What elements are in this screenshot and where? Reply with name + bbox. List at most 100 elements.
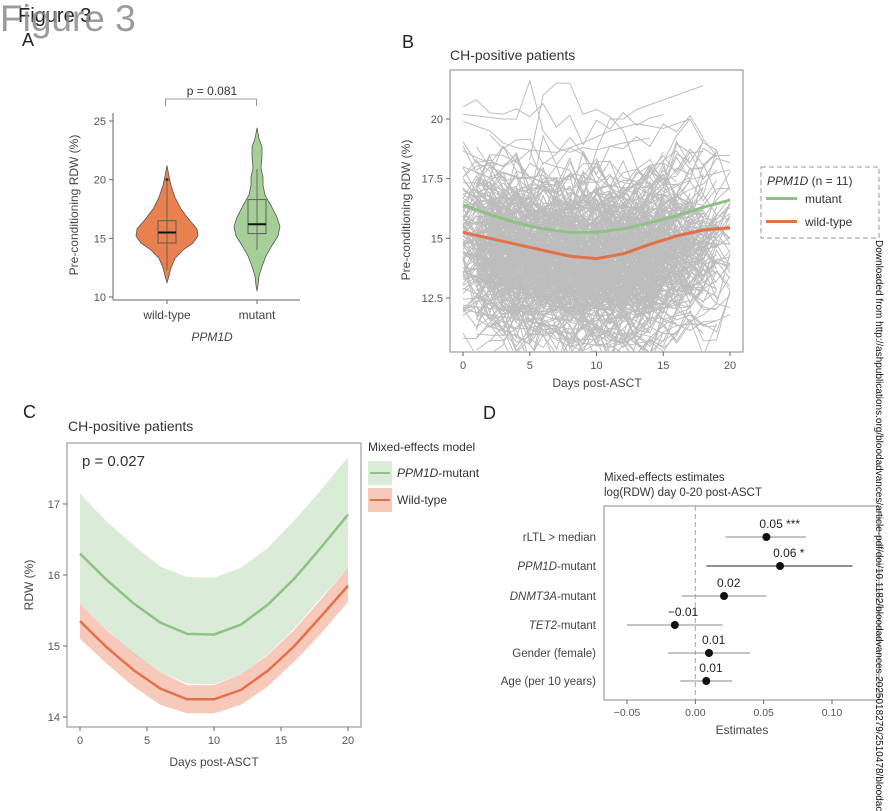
patient-trajectory-line [462, 252, 717, 304]
confidence-band-wildtype [80, 567, 348, 714]
legend-label-wildtype: Wild-type [397, 493, 447, 507]
mean-line-wild-type [462, 226, 731, 261]
y-tick-label: 15 [431, 233, 443, 245]
patient-trajectory-line [462, 274, 691, 316]
estimate-point [705, 649, 713, 657]
patient-trajectory-line [462, 263, 704, 325]
patient-trajectory-line [462, 99, 664, 146]
patient-trajectory-line [462, 265, 651, 315]
mean-line-mutant [462, 198, 731, 234]
panel-label-d: D [483, 403, 496, 423]
forest-row: 0.01 Gender (female) [512, 633, 750, 660]
confidence-band-mutant [80, 457, 348, 685]
patient-trajectories [462, 79, 731, 352]
patient-trajectory-line [475, 169, 651, 238]
patient-trajectory-line [462, 147, 717, 213]
x-axis-label: Estimates [716, 723, 769, 737]
estimate-label: 0.05 *** [759, 517, 800, 531]
box-iqr [247, 199, 267, 235]
patient-trajectory-line [462, 281, 717, 317]
x-tick-label: 0.10 [822, 707, 843, 719]
plot-frame [603, 505, 880, 701]
patient-trajectory-line [489, 211, 677, 256]
y-axis-label: Pre-conditioning RDW (%) [67, 135, 81, 276]
significance-bracket [165, 98, 257, 106]
estimate-point [702, 677, 711, 685]
legend-title: Mixed-effects model [368, 440, 475, 454]
row-label: Age (per 10 years) [501, 676, 596, 688]
patient-trajectory-line [489, 269, 664, 323]
panel-label-a: A [22, 30, 35, 50]
patient-trajectory-line [476, 173, 691, 214]
y-tick-label: 17.5 [422, 174, 443, 186]
row-label: TET2-mutant [529, 620, 597, 632]
x-axis-label: PPM1D [191, 330, 233, 344]
y-tick-label: 15 [48, 641, 60, 653]
legend-box [760, 166, 880, 239]
patient-trajectory-line [462, 226, 691, 272]
panel-a-violin-chart: p = 0.081 10 15 20 25 wild-type mutant Pre-co… [67, 84, 300, 344]
y-tick-label: 10 [94, 292, 106, 304]
x-tick-label: 5 [527, 360, 533, 372]
x-tick-label: 5 [144, 735, 150, 747]
estimate-point [762, 533, 771, 541]
patient-trajectory-line [462, 141, 704, 198]
legend-label-mutant: mutant [805, 192, 842, 206]
patient-trajectory-line [462, 267, 731, 322]
legend-label-wildtype: wild-type [804, 215, 853, 229]
forest-row: 0.01 Age (per 10 years) [501, 661, 733, 688]
y-tick-label: 14 [48, 712, 60, 724]
x-tick-label: 15 [275, 735, 287, 747]
patient-trajectory-line [489, 177, 677, 219]
patient-trajectory-line [489, 317, 664, 352]
patient-trajectory-line [476, 278, 717, 347]
patient-trajectory-line [489, 309, 677, 352]
forest-row: 0.06 * PPM1D-mutant [517, 546, 853, 573]
chart-title: Mixed-effects estimates [604, 472, 725, 484]
estimate-label: 0.02 [717, 576, 741, 590]
estimate-label: 0.06 * [773, 546, 805, 560]
patient-trajectory-line [489, 202, 731, 280]
patient-trajectory-line [462, 302, 664, 323]
patient-trajectory-line [476, 264, 691, 316]
patient-trajectory-line [476, 330, 678, 352]
download-watermark: Downloaded from http://ashpublications.o… [873, 240, 884, 811]
panel-b-trajectory-chart: CH-positive patients 0 5 10 15 20 12.5 15 17.5 2… [399, 47, 880, 390]
patient-trajectory-line [476, 307, 718, 352]
estimate-label: −0.01 [668, 605, 699, 619]
patient-trajectory-line [489, 312, 731, 352]
legend-label-gene: PPM1D [397, 466, 439, 480]
patient-trajectory-line [489, 302, 664, 348]
y-axis-label: RDW (%) [22, 560, 36, 611]
patient-trajectory-line [462, 187, 664, 226]
patient-trajectory-line [462, 175, 677, 217]
outlier-point [165, 178, 169, 182]
forest-row: 0.05 *** rLTL > median [523, 517, 807, 544]
fitted-line-wildtype [79, 584, 349, 701]
y-tick-label: 12.5 [422, 293, 443, 305]
y-tick-label: 20 [94, 175, 106, 187]
patient-trajectory-line [462, 257, 664, 301]
legend-label-mutant: PPM1D-mutant [397, 466, 480, 480]
panel-c-mixed-model-chart: CH-positive patients 0 5 10 15 20 14 15 16 17 p … [22, 418, 480, 769]
panel-label-b: B [402, 32, 415, 52]
chart-title: CH-positive patients [68, 418, 193, 434]
forest-row: 0.02 DNMT3A-mutant [510, 576, 767, 603]
legend: Mixed-effects model PPM1D-mutant Wild-ty… [368, 440, 480, 512]
row-label: Gender (female) [512, 648, 596, 660]
chart-title: CH-positive patients [450, 47, 575, 63]
x-tick-label: 15 [657, 360, 669, 372]
patient-trajectory-line [489, 169, 651, 211]
legend-title-count: (n = 11) [808, 174, 852, 188]
y-tick-label: 17 [48, 499, 60, 511]
y-tick-label: 20 [431, 114, 443, 126]
patient-trajectory-line [489, 310, 651, 352]
patient-trajectory-line [462, 118, 691, 153]
estimate-label: 0.01 [699, 661, 723, 675]
y-tick-label: 16 [48, 570, 60, 582]
x-tick-label: 0.00 [685, 707, 706, 719]
patient-trajectory-line [489, 262, 717, 312]
chart-subtitle: log(RDW) day 0-20 post-ASCT [604, 487, 762, 499]
patient-trajectory-line [462, 79, 650, 153]
x-tick-label: 0 [77, 735, 83, 747]
